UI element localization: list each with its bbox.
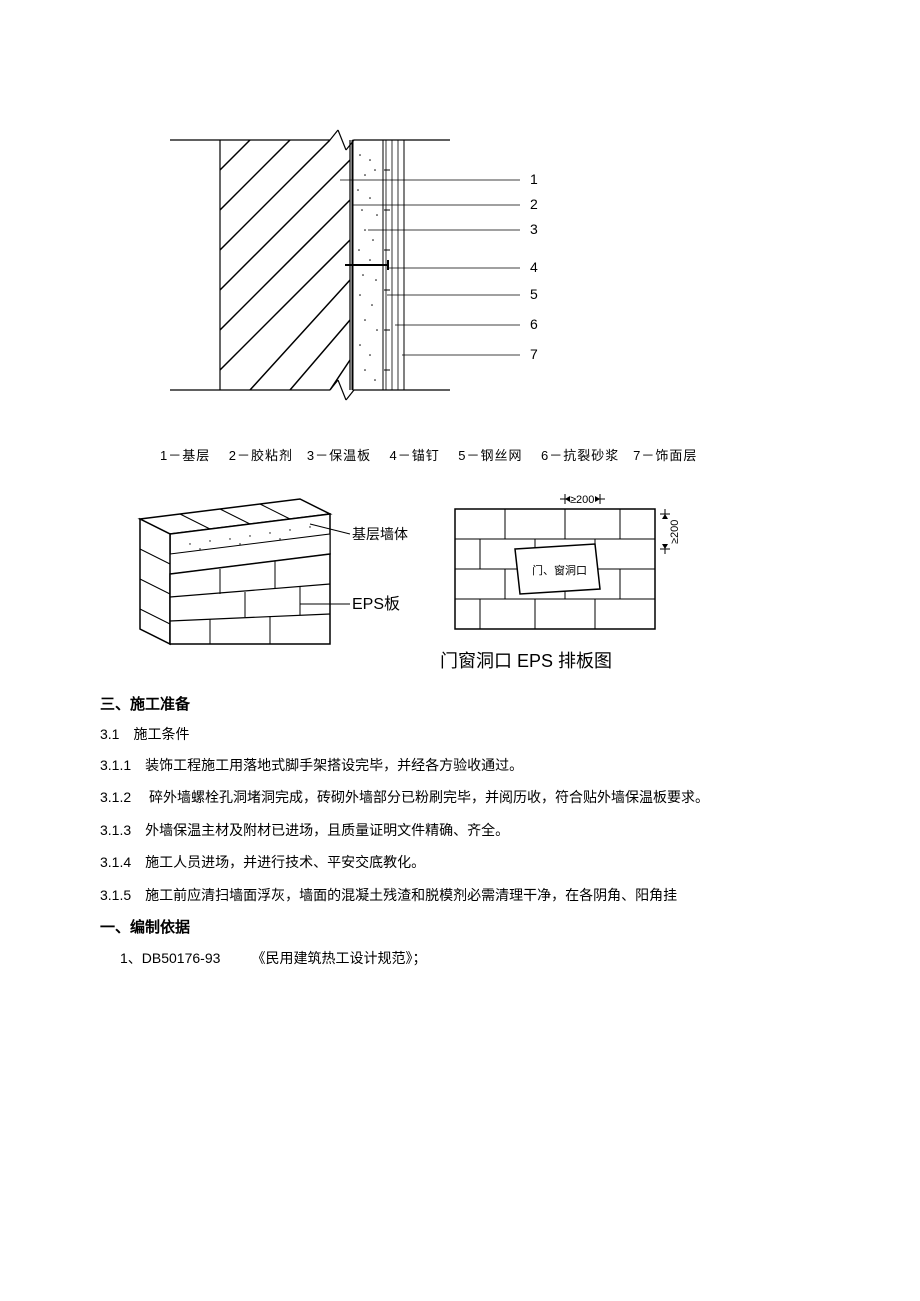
layer-num-7: 7 xyxy=(530,346,538,362)
item-3-1-3: 3.1.3 外墙保温主材及附材已进场，且质量证明文件精确、齐全。 xyxy=(100,819,820,841)
item-1-1: 1、DB50176-93 《民用建筑热工设计规范》； xyxy=(120,947,820,969)
wall-section-svg: 1 2 3 4 5 6 7 xyxy=(170,120,610,430)
legend-2: 2－胶粘剂 xyxy=(229,448,293,463)
legend-5: 5－钢丝网 xyxy=(458,448,522,463)
layer-num-4: 4 xyxy=(530,259,538,275)
layer-num-1: 1 xyxy=(530,171,538,187)
item-1-1-title: 《民用建筑热工设计规范》； xyxy=(252,950,427,966)
dim-h: ≥200 xyxy=(570,494,594,506)
item-3-1-2: 3.1.2 碎外墙螺栓孔洞堵洞完成，砖砌外墙部分已粉刷完毕，并阅历收，符合贴外墙… xyxy=(100,786,820,808)
wall-label: 基层墙体 xyxy=(352,526,408,542)
layer-num-3: 3 xyxy=(530,221,538,237)
legend-line: 1－基层 2－胶粘剂 3－保温板 4－锚钉 5－钢丝网 6－抗裂砂浆 7－饰面层 xyxy=(160,445,820,464)
dim-v: ≥200 xyxy=(669,520,681,544)
legend-7: 7－饰面层 xyxy=(633,448,697,463)
opening-label: 门、窗洞口 xyxy=(532,563,587,577)
item-3-1-1: 3.1.1 装饰工程施工用落地式脚手架搭设完毕，并经各方验收通过。 xyxy=(100,754,820,776)
section-3-heading: 三、施工准备 xyxy=(100,693,820,714)
opening-layout-diagram: ≥200 ≥200 xyxy=(440,489,690,673)
item-1-1-code: 1、DB50176-93 xyxy=(120,950,220,966)
main-cross-section-diagram: 1 2 3 4 5 6 7 xyxy=(170,120,820,430)
layer-num-5: 5 xyxy=(530,286,538,302)
section-1-heading: 一、编制依据 xyxy=(100,916,820,937)
opening-caption: 门窗洞口 EPS 排板图 xyxy=(440,647,690,673)
item-3-1-4: 3.1.4 施工人员进场，并进行技术、平安交底教化。 xyxy=(100,851,820,873)
legend-4: 4－锚钉 xyxy=(390,448,440,463)
item-3-1-5: 3.1.5 施工前应清扫墙面浮灰，墙面的混凝土残渣和脱模剂必需清理干净，在各阴角… xyxy=(100,884,820,906)
legend-3: 3－保温板 xyxy=(307,448,371,463)
layer-num-6: 6 xyxy=(530,316,538,332)
legend-1: 1－基层 xyxy=(160,448,210,463)
lower-diagrams-row: 基层墙体 EPS板 ≥200 ≥200 xyxy=(100,489,820,673)
section-3-1-heading: 3.1 施工条件 xyxy=(100,724,820,744)
legend-6: 6－抗裂砂浆 xyxy=(541,448,619,463)
layer-num-2: 2 xyxy=(530,196,538,212)
corner-eps-diagram: 基层墙体 EPS板 xyxy=(100,489,420,659)
eps-label: EPS板 xyxy=(352,595,400,613)
